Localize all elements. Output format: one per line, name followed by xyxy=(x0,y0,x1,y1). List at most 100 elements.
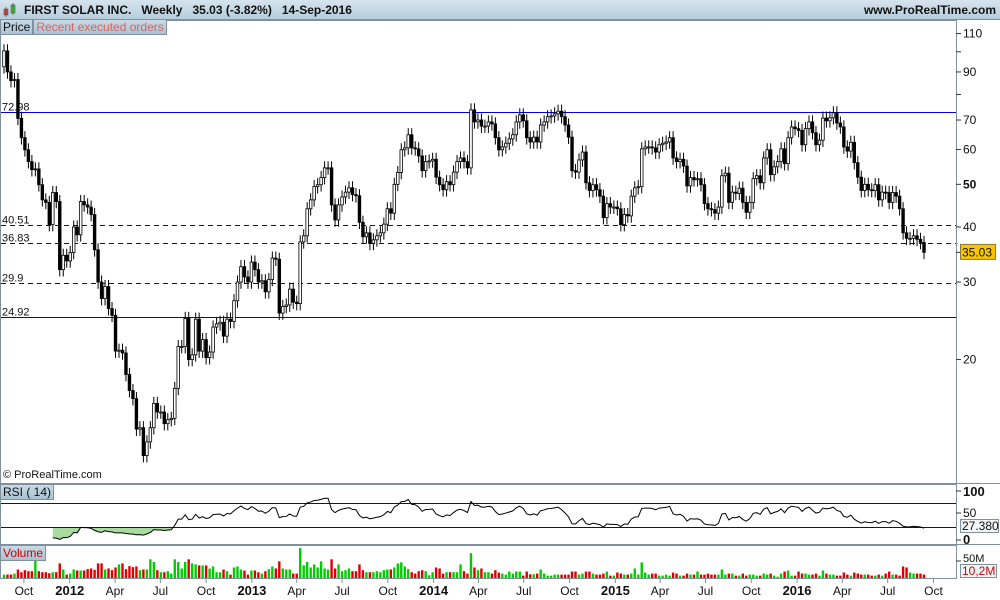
candle xyxy=(685,165,689,187)
candle xyxy=(44,199,48,203)
volume-bar xyxy=(595,574,598,578)
candle xyxy=(413,147,417,150)
volume-bar xyxy=(880,575,884,578)
price-tab[interactable]: Price xyxy=(0,20,34,35)
volume-bar xyxy=(734,575,738,578)
volume-bar xyxy=(452,572,455,578)
volume-bar xyxy=(508,571,511,578)
volume-bar xyxy=(570,571,574,578)
volume-bar xyxy=(34,561,37,578)
candle xyxy=(47,201,52,226)
site-link[interactable]: www.ProRealTime.com xyxy=(863,3,996,17)
rsi-panel: 100 50 027.380 xyxy=(1,484,999,547)
volume-bar xyxy=(89,568,93,578)
candle xyxy=(82,201,86,206)
candle xyxy=(9,71,13,82)
volume-bar xyxy=(135,566,138,578)
volume-bar xyxy=(208,568,211,578)
candle xyxy=(221,321,226,337)
volume-bar xyxy=(9,574,13,578)
volume-bar xyxy=(142,569,145,578)
candle xyxy=(720,175,724,208)
volume-bar xyxy=(748,574,751,578)
volume-bar xyxy=(818,575,821,578)
volume-bar xyxy=(455,572,459,578)
volume-bar xyxy=(225,571,229,578)
volume-bar xyxy=(891,574,894,578)
volume-bar xyxy=(396,563,399,578)
candle xyxy=(545,116,550,123)
volume-tab[interactable]: Volume xyxy=(0,546,47,561)
volume-bar xyxy=(180,568,183,578)
volume-bar xyxy=(96,563,100,578)
volume-bar xyxy=(323,568,326,578)
candle xyxy=(295,301,299,304)
candle xyxy=(688,177,693,187)
volume-bar xyxy=(299,548,302,578)
volume-bar xyxy=(874,575,877,578)
volume-bar xyxy=(511,573,514,578)
candle xyxy=(796,128,801,131)
candle xyxy=(260,280,264,283)
volume-bar xyxy=(598,574,602,578)
volume-bar xyxy=(675,573,678,578)
candle xyxy=(78,201,83,236)
x-tick-label: Oct xyxy=(378,584,397,598)
volume-bar xyxy=(671,572,675,578)
volume-bar xyxy=(72,569,75,578)
candle xyxy=(148,427,153,443)
candle xyxy=(225,318,229,337)
candle xyxy=(416,148,421,157)
candle xyxy=(821,117,825,141)
volume-bar xyxy=(856,573,859,578)
last-price-box xyxy=(960,243,996,260)
candle xyxy=(232,300,236,322)
recent-orders-tab[interactable]: Recent executed orders xyxy=(33,20,167,35)
volume-bar xyxy=(853,572,856,578)
volume-bar xyxy=(870,575,873,578)
volume-bar xyxy=(427,575,431,578)
volume-bar xyxy=(797,571,800,578)
candle xyxy=(190,354,194,360)
volume-bar xyxy=(152,562,156,578)
x-tick-label: Oct xyxy=(560,584,579,598)
volume-bar xyxy=(229,574,232,578)
candle xyxy=(538,124,543,143)
candle xyxy=(681,158,686,167)
candle xyxy=(667,137,672,143)
candle xyxy=(664,141,668,144)
candle xyxy=(493,123,498,139)
candle xyxy=(343,191,348,198)
candle xyxy=(716,206,721,214)
volume-bar xyxy=(114,567,117,578)
candle xyxy=(312,186,316,201)
candle xyxy=(887,192,891,203)
volume-bar xyxy=(689,574,692,578)
volume-bar xyxy=(156,570,159,578)
candle xyxy=(281,306,285,314)
candle xyxy=(291,288,295,303)
volume-bar xyxy=(292,573,295,578)
candle xyxy=(96,249,100,283)
volume-bar xyxy=(922,574,926,578)
candle xyxy=(186,318,191,360)
panel-frames xyxy=(0,20,1000,579)
volume-bar xyxy=(546,575,549,578)
y-tick-label: 90 xyxy=(963,65,977,79)
candle xyxy=(570,136,574,172)
volume-bar xyxy=(79,570,82,578)
candle xyxy=(357,195,362,223)
candle xyxy=(810,121,815,134)
candle xyxy=(239,266,243,283)
volume-bar xyxy=(616,572,619,578)
volume-bar xyxy=(222,569,225,578)
candle xyxy=(650,146,654,149)
candle xyxy=(270,257,275,280)
volume-value-box xyxy=(960,564,997,578)
candle xyxy=(723,172,728,177)
volume-bar xyxy=(347,568,351,578)
x-tick-label: Oct xyxy=(15,584,34,598)
rsi-tab[interactable]: RSI ( 14) xyxy=(0,485,55,500)
volume-bar xyxy=(650,573,654,578)
candle xyxy=(765,149,769,159)
